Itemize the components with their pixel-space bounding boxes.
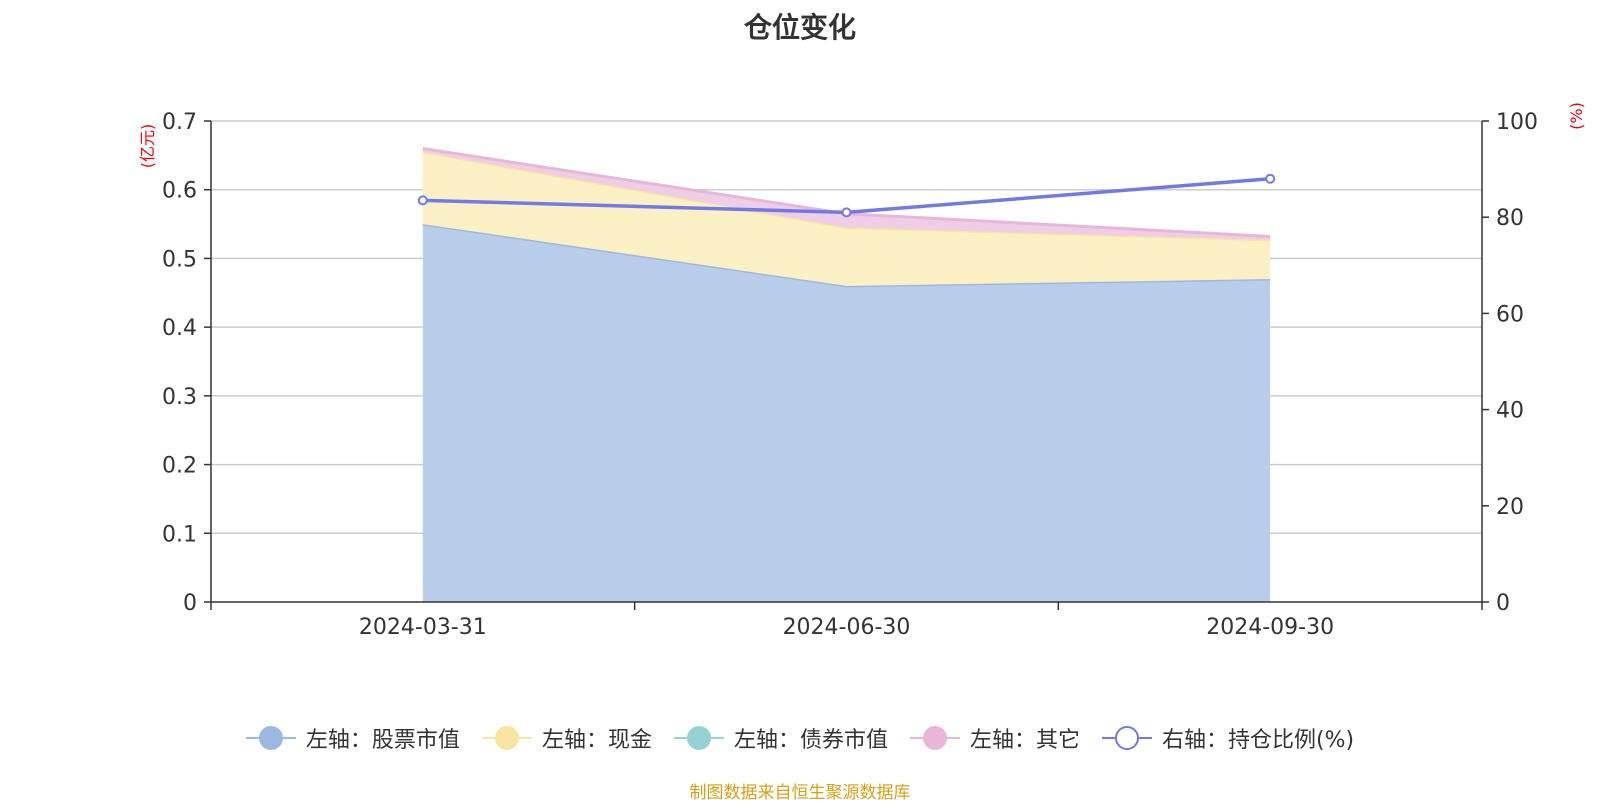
legend-item[interactable]: 左轴：其它	[909, 722, 1080, 754]
left-axis-tick-label: 0.4	[162, 316, 197, 341]
ratio-line-point	[841, 207, 852, 218]
chart-title: 仓位变化	[743, 11, 856, 44]
legend-item[interactable]: 左轴：股票市值	[245, 722, 460, 754]
area-左轴：其它	[422, 148, 1271, 240]
legend-label: 左轴：其它	[969, 728, 1080, 753]
right-axis-tick-label: 0	[1496, 591, 1510, 616]
legend: 左轴：股票市值 左轴：现金 左轴：债券市值 左轴：其它 右轴：持仓比例(%)	[0, 722, 1600, 754]
left-axis-tick-label: 0.7	[162, 110, 197, 135]
stacked-areas	[422, 147, 1271, 603]
chart-area: 0 0.1 0.2 0.3 0.4 0.5 0.6 0.7 0 20 40 60 80 100 2024-0…	[138, 102, 1586, 640]
legend-symbol-icon	[245, 726, 296, 750]
right-axis-tick-label: 40	[1496, 399, 1524, 424]
left-axis-tick-label: 0.3	[162, 385, 197, 410]
legend-label: 左轴：现金	[541, 728, 652, 753]
ratio-line-point	[417, 195, 428, 206]
legend-symbol-marker	[258, 726, 283, 750]
legend-item[interactable]: 右轴：持仓比例(%)	[1101, 722, 1355, 754]
legend-symbol-marker	[686, 726, 711, 750]
area-左轴：现金	[422, 151, 1271, 286]
left-axis-tick-label: 0	[183, 591, 197, 616]
right-axis-unit: (%)	[1567, 102, 1586, 130]
left-axis-tick-label: 0.1	[162, 522, 197, 547]
left-axis-tick-label: 0.2	[162, 454, 197, 479]
left-axis-tick-label: 0.5	[162, 247, 197, 272]
legend-item[interactable]: 左轴：债券市值	[673, 722, 888, 754]
source-note: 制图数据来自恒生聚源数据库	[689, 783, 911, 803]
legend-label: 左轴：债券市值	[733, 728, 888, 753]
right-axis-tick-label: 100	[1496, 110, 1538, 135]
legend-symbol-icon	[673, 726, 724, 750]
right-axis-tick-label: 20	[1496, 495, 1524, 520]
x-axis-tick-label: 2024-06-30	[783, 615, 911, 640]
legend-symbol-icon	[481, 726, 532, 750]
legend-label: 左轴：股票市值	[305, 728, 460, 753]
legend-item[interactable]: 左轴：现金	[481, 722, 652, 754]
axes: 0 0.1 0.2 0.3 0.4 0.5 0.6 0.7 0 20 40 60 80 100 2024-0…	[162, 110, 1538, 640]
legend-symbol-icon	[909, 726, 960, 750]
legend-symbol-marker	[1114, 726, 1139, 750]
legend-symbol-marker	[922, 726, 947, 750]
legend-symbol-marker	[494, 726, 519, 750]
ratio-line-point	[1265, 173, 1276, 184]
area-左轴：股票市值	[422, 224, 1271, 603]
legend-symbol-icon	[1101, 726, 1152, 750]
legend-label: 右轴：持仓比例(%)	[1161, 728, 1355, 753]
x-axis-tick-label: 2024-03-31	[359, 615, 487, 640]
right-axis-tick-label: 80	[1496, 206, 1524, 231]
x-axis-tick-label: 2024-09-30	[1206, 615, 1334, 640]
ratio-line	[417, 173, 1276, 218]
left-axis-unit: (亿元)	[138, 124, 157, 169]
left-axis-tick-label: 0.6	[162, 179, 197, 204]
right-axis-tick-label: 60	[1496, 302, 1524, 327]
